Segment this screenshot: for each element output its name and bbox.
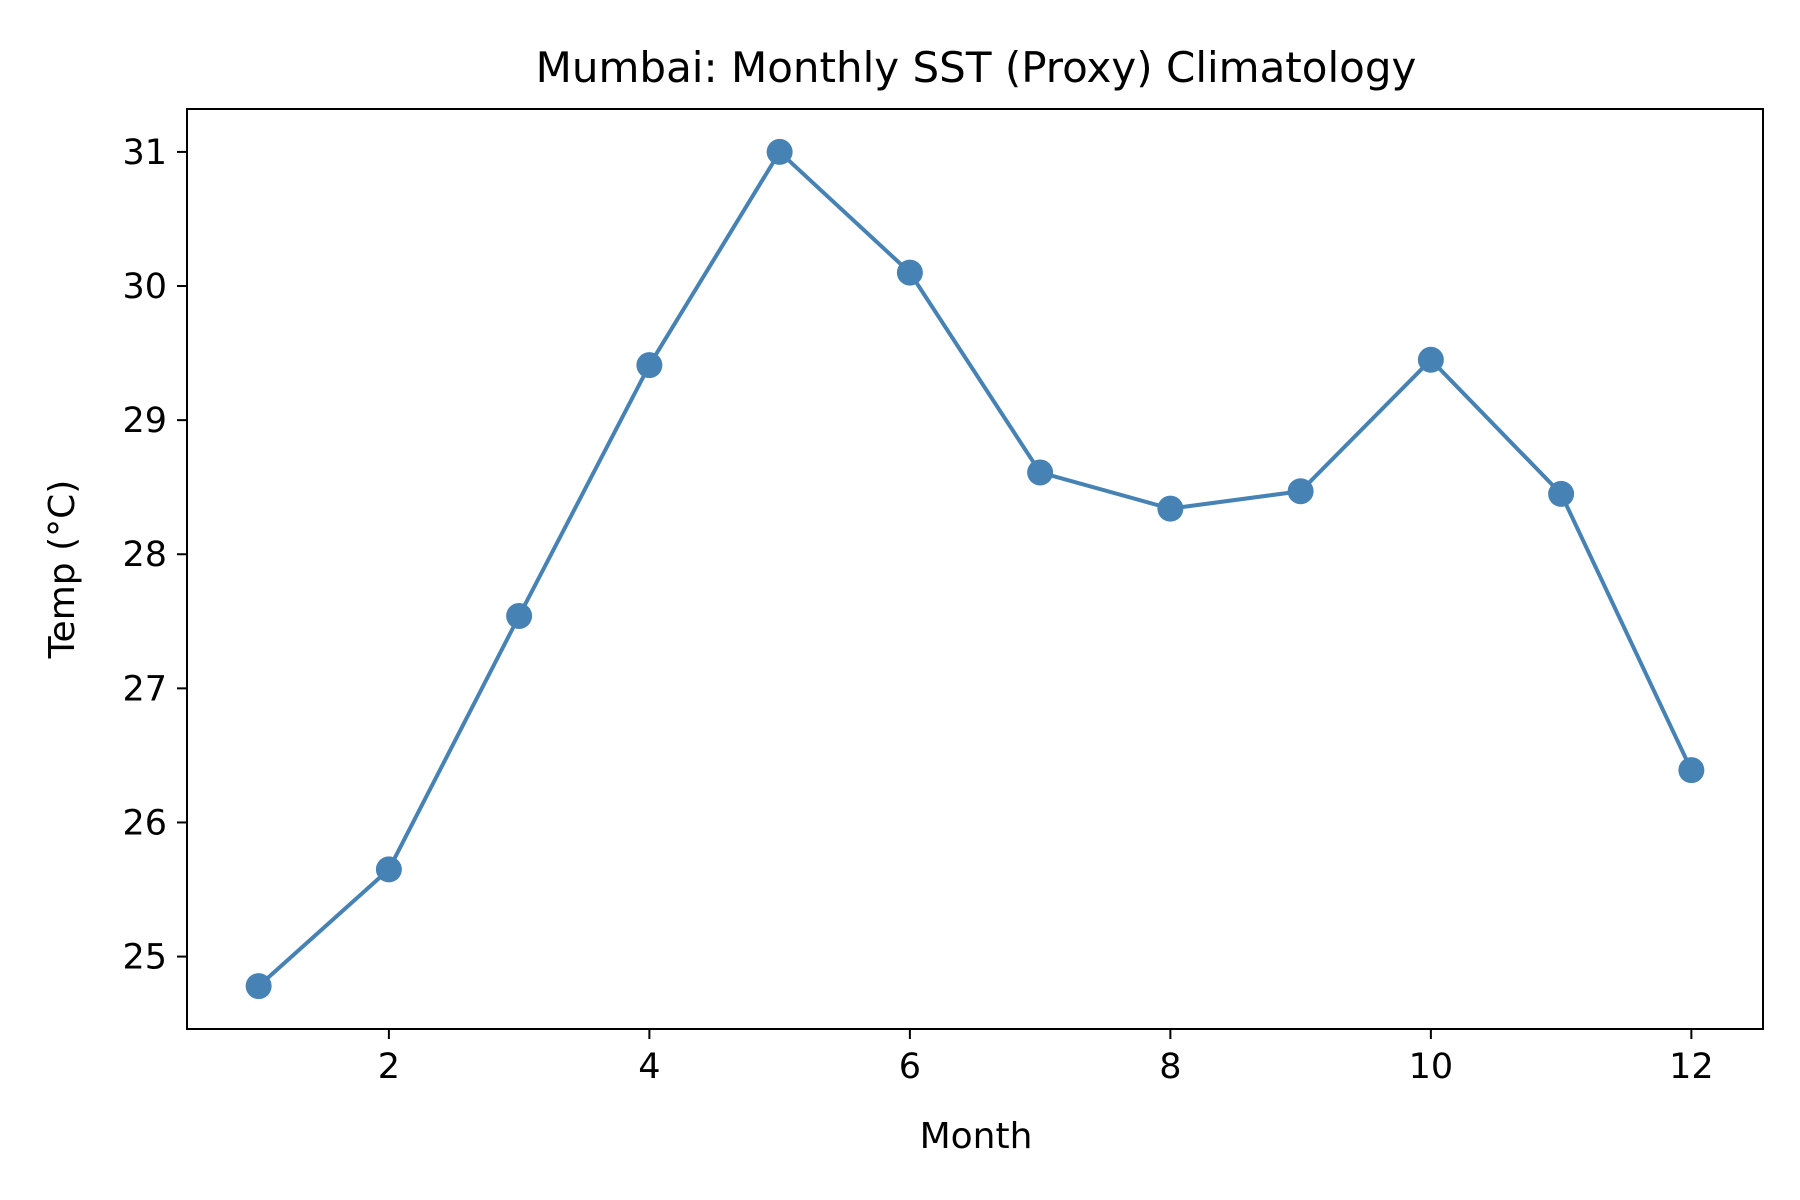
series-line	[257, 149, 1694, 988]
x-tick-label: 10	[1409, 1047, 1454, 1087]
x-tick-label: 4	[638, 1047, 660, 1087]
plot-area	[245, 138, 1705, 1000]
data-point	[1548, 480, 1575, 507]
x-tick-label: 12	[1669, 1047, 1714, 1087]
data-point	[896, 259, 923, 286]
plot-frame	[186, 108, 1764, 1030]
data-point	[636, 352, 663, 379]
x-tick-label: 2	[378, 1047, 400, 1087]
x-axis-title: Month	[920, 1116, 1033, 1157]
y-tick-label: 27	[122, 669, 167, 709]
y-tick-label: 28	[122, 535, 167, 575]
y-tick-label: 30	[122, 267, 167, 307]
data-point	[1417, 346, 1444, 373]
y-tick-label: 25	[122, 938, 167, 978]
data-point	[1287, 478, 1314, 505]
data-point	[375, 856, 402, 883]
y-axis-title: Temp (°C)	[42, 480, 83, 660]
y-tick-label: 31	[122, 133, 167, 173]
data-point	[766, 138, 793, 165]
y-tick-label: 29	[122, 401, 167, 441]
x-axis: 2 4 6 8 10 12	[378, 1029, 1714, 1087]
data-point	[245, 973, 272, 1000]
data-point	[1157, 495, 1184, 522]
y-tick-label: 26	[122, 803, 167, 843]
chart-title: Mumbai: Monthly SST (Proxy) Climatology	[536, 43, 1417, 92]
data-point	[1027, 459, 1054, 486]
x-tick-label: 8	[1159, 1047, 1181, 1087]
data-point	[1678, 757, 1705, 784]
x-tick-label: 6	[899, 1047, 921, 1087]
y-axis: 25 26 27 28 29 30 31	[122, 133, 187, 978]
data-point	[506, 602, 533, 629]
